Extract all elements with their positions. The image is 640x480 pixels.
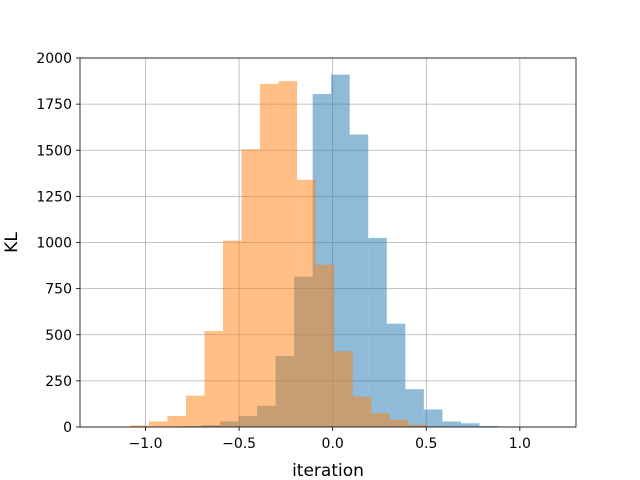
histogram-bar-series-2	[278, 81, 298, 427]
bars	[111, 74, 554, 427]
histogram-bar-series-1	[349, 134, 369, 427]
histogram-bar-series-2	[241, 149, 261, 427]
histogram-bar-series-1	[368, 237, 387, 427]
y-tick-label: 2000	[36, 51, 72, 67]
histogram-bar-series-2	[352, 396, 372, 427]
histogram-bar-series-1	[460, 423, 480, 427]
histogram-bar-series-2	[297, 179, 316, 427]
y-tick-label: 1500	[36, 143, 72, 159]
histogram-bar-series-2	[260, 83, 279, 427]
histogram-bar-series-2	[185, 395, 205, 427]
histogram-bar-series-2	[167, 415, 186, 427]
x-tick-label: 0.5	[415, 436, 437, 452]
histogram-bar-series-1	[386, 323, 406, 427]
histogram-bar-series-2	[148, 421, 168, 427]
histogram-bar-series-1	[405, 389, 424, 427]
x-tick-label: 0.0	[322, 436, 344, 452]
x-tick-label: −1.0	[129, 436, 163, 452]
histogram-bar-series-2	[389, 419, 409, 427]
histogram-bar-series-2	[315, 264, 335, 427]
y-axis-label: KL	[2, 232, 22, 253]
y-tick-label: 0	[63, 420, 72, 436]
histogram-bar-series-2	[130, 425, 149, 427]
x-tick-label: −0.5	[222, 436, 256, 452]
histogram-bar-series-2	[371, 413, 390, 427]
histogram-bar-series-1	[442, 421, 461, 427]
histogram-bar-series-1	[423, 409, 443, 427]
y-tick-label: 250	[45, 374, 72, 390]
histogram-bar-series-1	[479, 426, 498, 427]
y-tick-label: 500	[45, 328, 72, 344]
x-tick-label: 1.0	[509, 436, 531, 452]
y-tick-label: 750	[45, 282, 72, 298]
histogram-bar-series-1	[331, 74, 350, 427]
y-tick-label: 1250	[36, 189, 72, 205]
x-axis-label: iteration	[292, 461, 364, 480]
histogram-bar-series-2	[222, 240, 242, 427]
histogram-bar-series-2	[334, 351, 353, 427]
y-tick-label: 1000	[36, 236, 72, 252]
histogram-bar-series-2	[204, 331, 223, 427]
histogram-bar-series-2	[408, 424, 427, 427]
y-tick-label: 1750	[36, 97, 72, 113]
ticks: −1.0 −0.5 0.0 0.5 1.0 0 250 500 750 1000 1250 1500 1…	[36, 51, 531, 452]
